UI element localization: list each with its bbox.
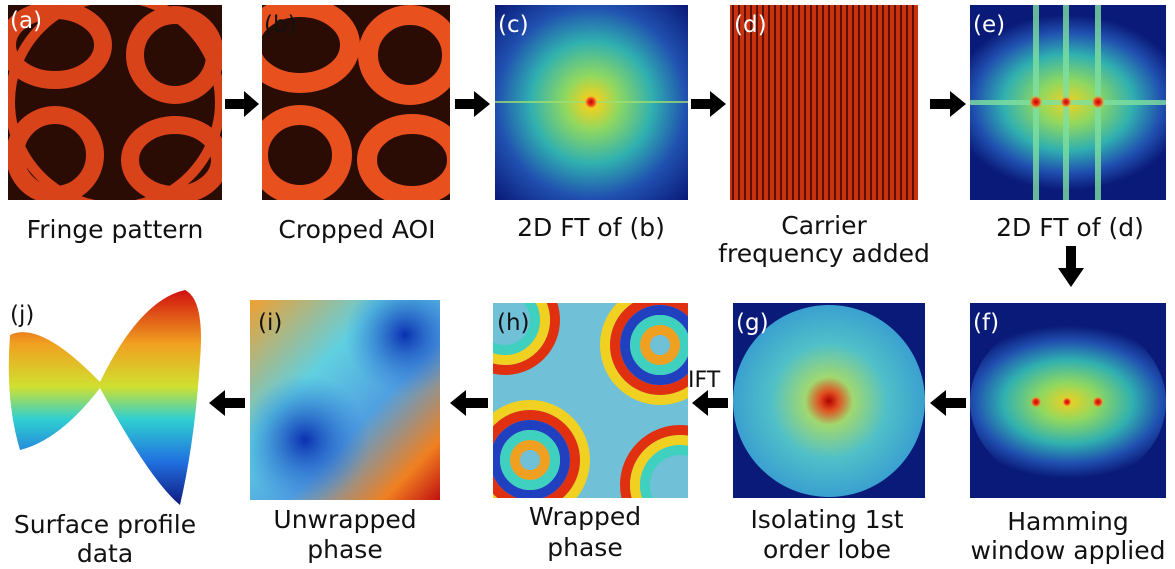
panel-label: (b) [264,12,297,38]
panel-label: (f) [973,310,999,336]
caption: phase [307,535,382,564]
panel-label: (j) [10,302,34,328]
arrow [930,91,966,117]
panel-label: (c) [498,12,529,38]
arrow [209,390,245,416]
arrow [930,390,966,416]
caption: Cropped AOI [278,215,435,244]
panel-label: (e) [973,12,1005,38]
caption: Surface profile [14,510,196,539]
caption: Hamming [1007,507,1128,536]
caption: Fringe pattern [27,215,204,244]
arrow [691,91,726,117]
caption: 2D FT of (b) [517,213,665,242]
ift-label: IFT [688,368,721,393]
panel-label: (g) [736,310,769,336]
surface-shape [9,290,201,505]
panel-label: (d) [734,12,767,38]
panel-label: (i) [258,310,282,336]
caption: data [77,539,133,568]
panel-label: (h) [497,310,530,336]
arrow [450,390,488,416]
caption: window applied [971,536,1166,565]
caption: Carrier [781,211,867,240]
pipeline-diagram: (a) (b) (c) (d) (e) (f) (g) (h) (i) (j) … [0,0,1175,569]
caption: Wrapped [529,502,641,531]
caption: frequency added [718,239,930,268]
caption: phase [547,533,622,562]
caption: order lobe [763,535,891,564]
panel-label: (a) [10,8,42,34]
hamming-image [970,303,1166,498]
caption: Isolating 1st [750,505,903,534]
arrow [692,390,728,416]
arrow [455,91,490,117]
caption: 2D FT of (d) [996,213,1144,242]
arrow [1058,246,1084,287]
arrow [225,91,259,117]
caption: Unwrapped [273,505,416,534]
